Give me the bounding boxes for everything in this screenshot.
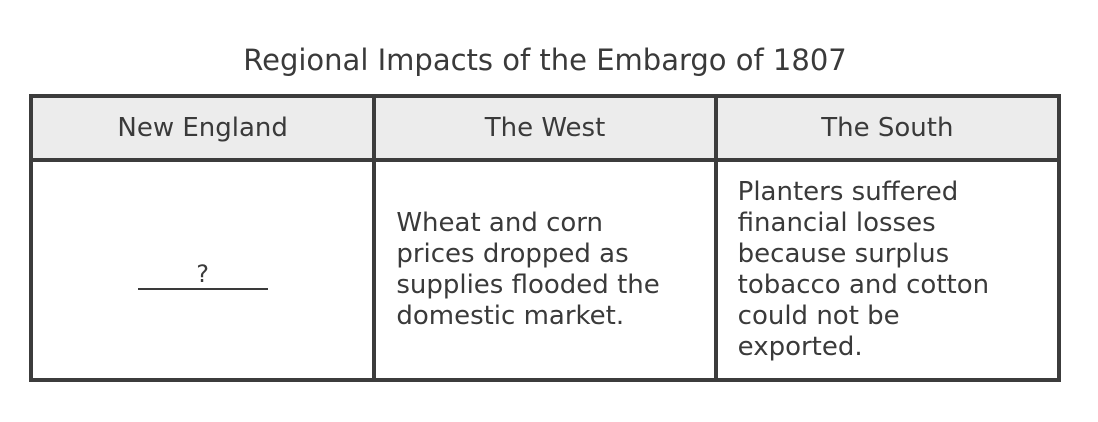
cell-the-west: Wheat and corn prices dropped as supplie…: [372, 158, 718, 382]
cell-new-england: ?: [28, 158, 377, 382]
table-row: ? Wheat and corn prices dropped as suppl…: [28, 158, 1062, 382]
header-the-west: The West: [372, 94, 718, 162]
answer-blank: ?: [137, 261, 268, 290]
embargo-impacts-table: New England The West The South ? Wheat a…: [28, 94, 1062, 382]
table-title: Regional Impacts of the Embargo of 1807: [243, 43, 847, 77]
header-new-england: New England: [28, 94, 377, 162]
west-impact-text: Wheat and corn prices dropped as supplie…: [396, 208, 660, 331]
header-row: New England The West The South: [28, 94, 1062, 162]
header-the-south: The South: [713, 94, 1062, 162]
south-impact-text: Planters suffered financial losses becau…: [737, 177, 990, 362]
cell-the-south: Planters suffered financial losses becau…: [713, 158, 1062, 382]
